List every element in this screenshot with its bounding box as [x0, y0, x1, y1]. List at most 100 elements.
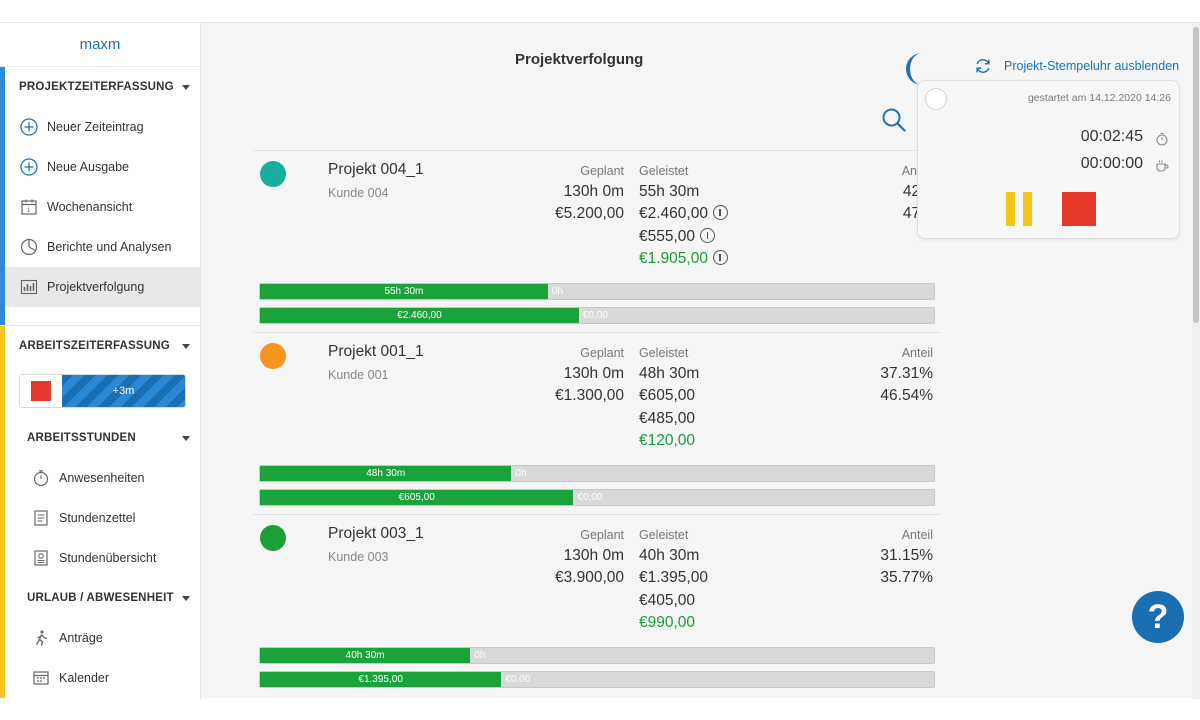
- sidebar: maxm PROJEKTZEITERFASSUNG Neuer Zeiteint…: [0, 23, 201, 699]
- planned-hours: 130h 0m: [563, 365, 624, 382]
- column-label-share: Anteil: [901, 528, 933, 542]
- calendar-icon: [31, 668, 51, 688]
- sidebar-item-stundenzettel[interactable]: Stundenzettel: [5, 498, 200, 538]
- done-cost: €605,00: [639, 387, 696, 404]
- column-label-done: Geleistet: [639, 346, 689, 360]
- sidebar-item-neue-ausgabe[interactable]: Neue Ausgabe: [5, 147, 200, 187]
- scrollbar[interactable]: [1192, 23, 1200, 699]
- done-expense: €405,00: [639, 592, 696, 609]
- plus-circle-icon: [19, 157, 39, 177]
- sidebar-item-label: Stundenzettel: [59, 511, 136, 525]
- column-label-planned: Geplant: [580, 346, 624, 360]
- info-icon[interactable]: [700, 228, 716, 243]
- group-header-arbeitsstunden[interactable]: ARBEITSSTUNDEN: [5, 418, 200, 458]
- info-icon[interactable]: [712, 205, 728, 220]
- walking-person-icon: [31, 628, 51, 648]
- cost-progress-bar: €605,00 €0,00: [259, 489, 935, 506]
- timesheet-icon: [31, 508, 51, 528]
- project-client: Kunde 001: [328, 368, 389, 382]
- sidebar-item-neuer-zeiteintrag[interactable]: Neuer Zeiteintrag: [5, 107, 200, 147]
- project-color-dot: [260, 343, 286, 369]
- progress-fill: €605,00: [260, 490, 574, 505]
- sidebar-item-label: Kalender: [59, 671, 110, 685]
- stopwatch-icon: [1155, 132, 1169, 146]
- main-content: Projektverfolgung Projekt 004_1 Kunde 00…: [201, 23, 1200, 699]
- sidebar-item-label: Stundenübersicht: [59, 551, 157, 565]
- progress-rest: €0,00: [582, 310, 608, 321]
- refresh-icon: [976, 59, 990, 73]
- column-label-done: Geleistet: [639, 164, 689, 178]
- partial-button[interactable]: [906, 53, 926, 85]
- sidebar-item-kalender[interactable]: Kalender: [5, 658, 200, 698]
- done-remaining: €990,00: [639, 614, 696, 631]
- share-cost: 35.77%: [880, 569, 933, 586]
- column-label-done: Geleistet: [639, 528, 689, 542]
- project-name[interactable]: Projekt 001_1: [328, 343, 424, 360]
- group-header-urlaub[interactable]: URLAUB / ABWESENHEIT: [5, 578, 200, 618]
- break-time: 00:00:00: [1080, 155, 1143, 172]
- pause-icon: [1023, 192, 1032, 226]
- sidebar-item-label: Wochenansicht: [47, 200, 133, 214]
- sidebar-item-wochenansicht[interactable]: 1 Wochenansicht: [5, 187, 200, 227]
- work-timer-stop-button[interactable]: [20, 375, 62, 407]
- progress-fill: 48h 30m: [260, 466, 512, 481]
- project-row[interactable]: Projekt 004_1 Kunde 004 Geplant Geleiste…: [253, 150, 941, 332]
- progress-fill: €2.460,00: [260, 308, 579, 323]
- scrollbar-thumb[interactable]: [1193, 27, 1199, 323]
- done-cost: €2.460,00: [639, 205, 708, 222]
- project-row[interactable]: Projekt 003_1 Kunde 003 Geplant Geleiste…: [253, 514, 941, 696]
- group-header-arbeitszeiterfassung[interactable]: ARBEITSZEITERFASSUNG: [5, 326, 200, 366]
- project-row[interactable]: Projekt 001_1 Kunde 001 Geplant Geleiste…: [253, 332, 941, 514]
- project-name[interactable]: Projekt 003_1: [328, 525, 424, 542]
- pause-button[interactable]: [1006, 192, 1032, 226]
- cost-progress-bar: €1.395,00 €0,00: [259, 671, 935, 688]
- sidebar-item-antraege[interactable]: Anträge: [5, 618, 200, 658]
- sidebar-item-label: Anträge: [59, 631, 103, 645]
- done-expense: €485,00: [639, 410, 696, 427]
- sidebar-item-label: Anwesenheiten: [59, 471, 145, 485]
- stop-button[interactable]: [1062, 192, 1096, 226]
- sidebar-item-label: Berichte und Analysen: [47, 240, 172, 254]
- chevron-down-icon: [182, 84, 190, 90]
- done-hours: 55h 30m: [639, 183, 700, 200]
- column-label-share: Anteil: [901, 346, 933, 360]
- plus-circle-icon: [19, 117, 39, 137]
- done-remaining: €1.905,00: [639, 250, 708, 267]
- brand-logo[interactable]: maxm: [0, 23, 200, 67]
- share-cost: 46.54%: [880, 387, 933, 404]
- group-title: URLAUB / ABWESENHEIT: [27, 592, 174, 604]
- progress-rest: 0h: [515, 468, 527, 479]
- sidebar-item-stundenuebersicht[interactable]: Stundenübersicht: [5, 538, 200, 578]
- search-icon[interactable]: [881, 107, 907, 133]
- help-button[interactable]: ?: [1132, 591, 1184, 643]
- done-cost: €1.395,00: [639, 569, 708, 586]
- progress-rest: €0,00: [505, 674, 531, 685]
- coffee-cup-icon: [1155, 159, 1169, 173]
- work-timer-progress[interactable]: +3m: [62, 375, 185, 407]
- work-timer: +3m: [19, 374, 186, 408]
- done-remaining: €120,00: [639, 432, 696, 449]
- sidebar-item-projektverfolgung[interactable]: Projektverfolgung: [5, 267, 200, 307]
- planned-budget: €5.200,00: [555, 205, 624, 222]
- group-header-projektzeiterfassung[interactable]: PROJEKTZEITERFASSUNG: [5, 67, 200, 107]
- info-icon[interactable]: [712, 250, 728, 265]
- chevron-down-icon: [182, 595, 190, 601]
- project-client: Kunde 004: [328, 186, 389, 200]
- hours-progress-bar: 40h 30m 0h: [259, 647, 935, 664]
- page-title: Projektverfolgung: [515, 51, 644, 68]
- share-hours: 37.31%: [880, 365, 933, 382]
- hide-stopwatch-label: Projekt-Stempeluhr ausblenden: [1004, 59, 1180, 73]
- sidebar-item-berichte[interactable]: Berichte und Analysen: [5, 227, 200, 267]
- hide-stopwatch-link[interactable]: Projekt-Stempeluhr ausblenden: [974, 57, 1179, 75]
- done-hours: 40h 30m: [639, 547, 700, 564]
- chevron-down-icon: [182, 435, 190, 441]
- stopwatch-icon: [31, 468, 51, 488]
- project-name[interactable]: Projekt 004_1: [328, 161, 424, 178]
- svg-text:1: 1: [27, 208, 31, 214]
- sidebar-item-anwesenheiten[interactable]: Anwesenheiten: [5, 458, 200, 498]
- project-color-dot: [260, 161, 286, 187]
- sidebar-item-label: Projektverfolgung: [47, 280, 145, 294]
- group-projektzeiterfassung: PROJEKTZEITERFASSUNG Neuer Zeiteintrag N…: [0, 67, 200, 325]
- hours-progress-bar: 55h 30m 0h: [259, 283, 935, 300]
- select-radio[interactable]: [925, 88, 947, 110]
